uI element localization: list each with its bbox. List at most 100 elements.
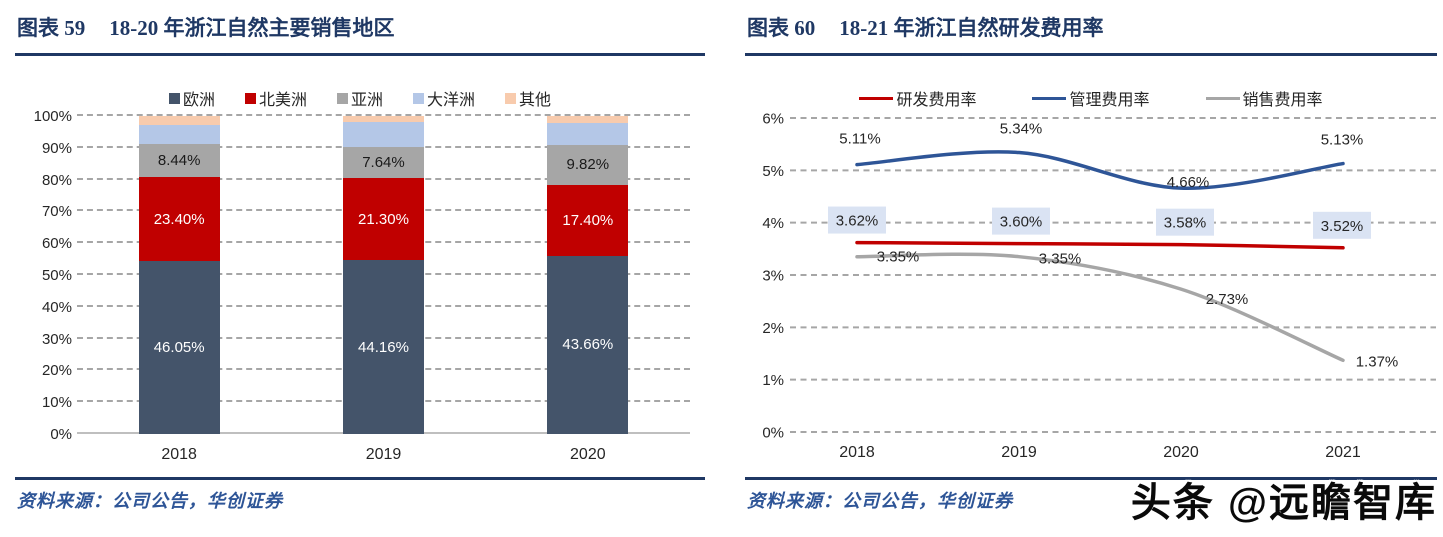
- legend-label: 北美洲: [258, 92, 307, 109]
- legend-line-swatch-icon: [1032, 96, 1067, 100]
- bar-segment-欧洲: 46.05%: [138, 261, 220, 434]
- figure-59-bottom-rule: [15, 477, 705, 480]
- figure-59-source: 资料来源：公司公告，华创证券: [17, 491, 283, 511]
- data-label-销售费用率-2019: 3.35%: [1039, 251, 1082, 268]
- legend-label: 大洋洲: [427, 92, 476, 109]
- figure-60-source: 资料来源：公司公告，华创证券: [747, 491, 1013, 511]
- y-tick-label: 3%: [762, 268, 784, 285]
- y-tick-label: 6%: [762, 111, 784, 128]
- figure-59-title-text: 18-20 年浙江自然主要销售地区: [109, 16, 395, 40]
- data-label-管理费用率-2020: 4.66%: [1167, 174, 1210, 191]
- legend-item-欧洲: 欧洲: [168, 86, 215, 110]
- line-chart: 0% 1% 2% 3% 4% 5% 6% 2018 2019 2020 2021 3.62% 3.60%…: [762, 111, 1436, 461]
- bar-segment-其他: [138, 116, 220, 126]
- data-label-研发费用率-2021: 3.52%: [1321, 218, 1364, 235]
- bar-slot-2018: 8.44% 23.40% 46.05%: [77, 116, 281, 434]
- y-tick-label: 40%: [41, 298, 72, 316]
- figure-60-panel: 图表 60 18-21 年浙江自然研发费用率 研发费用率 管理费用率 销售费用率 0%…: [745, 10, 1437, 530]
- bar-slot-2020: 9.82% 17.40% 43.66%: [486, 116, 690, 434]
- bar-segment-亚洲: 9.82%: [547, 144, 629, 185]
- y-tick-label: 4%: [762, 215, 784, 232]
- bar-chart-y-axis: 0% 10% 20% 30% 40% 50% 60% 70% 80% 90% 100%: [15, 108, 72, 443]
- data-label-销售费用率-2018: 3.35%: [877, 249, 920, 266]
- legend-label: 亚洲: [350, 92, 383, 109]
- bar-segment-亚洲: 8.44%: [138, 144, 220, 178]
- y-tick-label: 1%: [762, 372, 784, 389]
- x-tick-label-2018: 2018: [161, 446, 197, 463]
- bar-segment-大洋洲: [138, 125, 220, 145]
- figure-60-bottom-rule: [745, 477, 1437, 480]
- legend-item-北美洲: 北美洲: [244, 86, 307, 110]
- stacked-bar-2018: 8.44% 23.40% 46.05%: [138, 116, 220, 434]
- data-label-box-研发费用率: [828, 206, 886, 234]
- y-tick-label: 0%: [50, 426, 72, 443]
- x-tick-label-2019: 2019: [365, 446, 402, 463]
- bar-segment-北美洲: 23.40%: [138, 177, 220, 262]
- figure-59-label: 图表 59: [17, 16, 86, 40]
- figure-59-legend: 欧洲 北美洲 亚洲 大洋洲 其他: [15, 86, 705, 110]
- y-tick-label: 90%: [41, 139, 72, 157]
- legend-swatch-icon: [244, 92, 256, 104]
- y-tick-label: 100%: [33, 108, 72, 125]
- y-tick-label: 5%: [762, 163, 784, 180]
- y-tick-label: 2%: [762, 320, 784, 337]
- data-label-box-研发费用率: [1313, 211, 1371, 239]
- bar-segment-亚洲: 7.64%: [342, 146, 424, 178]
- line-series-研发费用率: [855, 240, 1345, 250]
- x-tick-label-2018: 2018: [839, 444, 875, 461]
- bar-segment-欧洲: 44.16%: [342, 260, 424, 434]
- bar-segment-大洋洲: [342, 121, 424, 147]
- legend-item-销售费用率: 销售费用率: [1205, 86, 1323, 110]
- data-label-研发费用率-2020: 3.58%: [1164, 215, 1207, 232]
- bar-data-label: 43.66%: [562, 336, 614, 354]
- data-label-管理费用率-2018: 5.11%: [839, 131, 880, 148]
- bar-chart-bars: 8.44% 23.40% 46.05% 7.64% 21.30% 44.16% 9.82% 1…: [77, 116, 690, 434]
- figure-59-panel: 图表 59 18-20 年浙江自然主要销售地区 欧洲 北美洲 亚洲 大洋洲 其他 0% 10…: [15, 10, 705, 530]
- data-label-研发费用率-2019: 3.60%: [1000, 214, 1043, 231]
- bar-chart-x-axis: 2018 2019 2020: [77, 446, 690, 464]
- gridline-100%: [77, 114, 690, 116]
- data-label-box-研发费用率: [1156, 208, 1214, 236]
- bar-data-label: 8.44%: [157, 152, 201, 170]
- bar-data-label: 21.30%: [358, 210, 409, 228]
- x-tick-label-2021: 2021: [1325, 444, 1361, 461]
- bar-data-label: 23.40%: [153, 210, 205, 228]
- data-label-销售费用率-2021: 1.37%: [1356, 353, 1399, 370]
- y-tick-label: 80%: [41, 171, 72, 189]
- legend-swatch-icon: [168, 92, 180, 104]
- x-tick-label-2020: 2020: [570, 446, 606, 463]
- data-label-研发费用率-2018: 3.62%: [836, 213, 879, 230]
- bar-data-label: 7.64%: [362, 153, 405, 171]
- bar-data-label: 17.40%: [562, 211, 614, 229]
- legend-label: 研发费用率: [896, 92, 977, 109]
- bar-data-label: 9.82%: [566, 156, 610, 174]
- figure-60-title: 图表 60 18-21 年浙江自然研发费用率: [747, 12, 1104, 42]
- bar-segment-欧洲: 43.66%: [547, 255, 629, 434]
- line-series-管理费用率: [855, 150, 1345, 190]
- legend-label: 销售费用率: [1242, 92, 1323, 109]
- stacked-bar-chart: 0% 10% 20% 30% 40% 50% 60% 70% 80% 90% 100% 8.44% 2…: [15, 108, 700, 443]
- bar-data-label: 46.05%: [153, 339, 205, 357]
- bar-segment-北美洲: 17.40%: [547, 184, 629, 256]
- y-tick-label: 0%: [762, 425, 784, 442]
- bar-slot-2019: 7.64% 21.30% 44.16%: [281, 116, 485, 434]
- legend-item-其他: 其他: [505, 86, 551, 110]
- legend-swatch-icon: [413, 92, 424, 104]
- legend-swatch-icon: [336, 92, 348, 104]
- data-label-管理费用率-2019: 5.34%: [1000, 121, 1043, 138]
- line-series-销售费用率: [855, 252, 1345, 363]
- y-tick-label: 10%: [41, 394, 72, 412]
- data-label-管理费用率-2021: 5.13%: [1321, 132, 1364, 149]
- y-tick-label: 20%: [41, 362, 72, 380]
- stacked-bar-2019: 7.64% 21.30% 44.16%: [342, 116, 424, 434]
- legend-swatch-icon: [505, 92, 517, 104]
- data-label-box-研发费用率: [992, 207, 1050, 235]
- figure-59-title-rule: [15, 53, 705, 56]
- y-tick-label: 60%: [41, 235, 72, 253]
- legend-label: 管理费用率: [1069, 92, 1150, 109]
- legend-item-亚洲: 亚洲: [336, 86, 383, 110]
- legend-item-研发费用率: 研发费用率: [859, 86, 976, 110]
- legend-line-swatch-icon: [1205, 96, 1240, 100]
- y-tick-label: 30%: [41, 330, 72, 348]
- x-tick-label-2020: 2020: [1163, 444, 1199, 461]
